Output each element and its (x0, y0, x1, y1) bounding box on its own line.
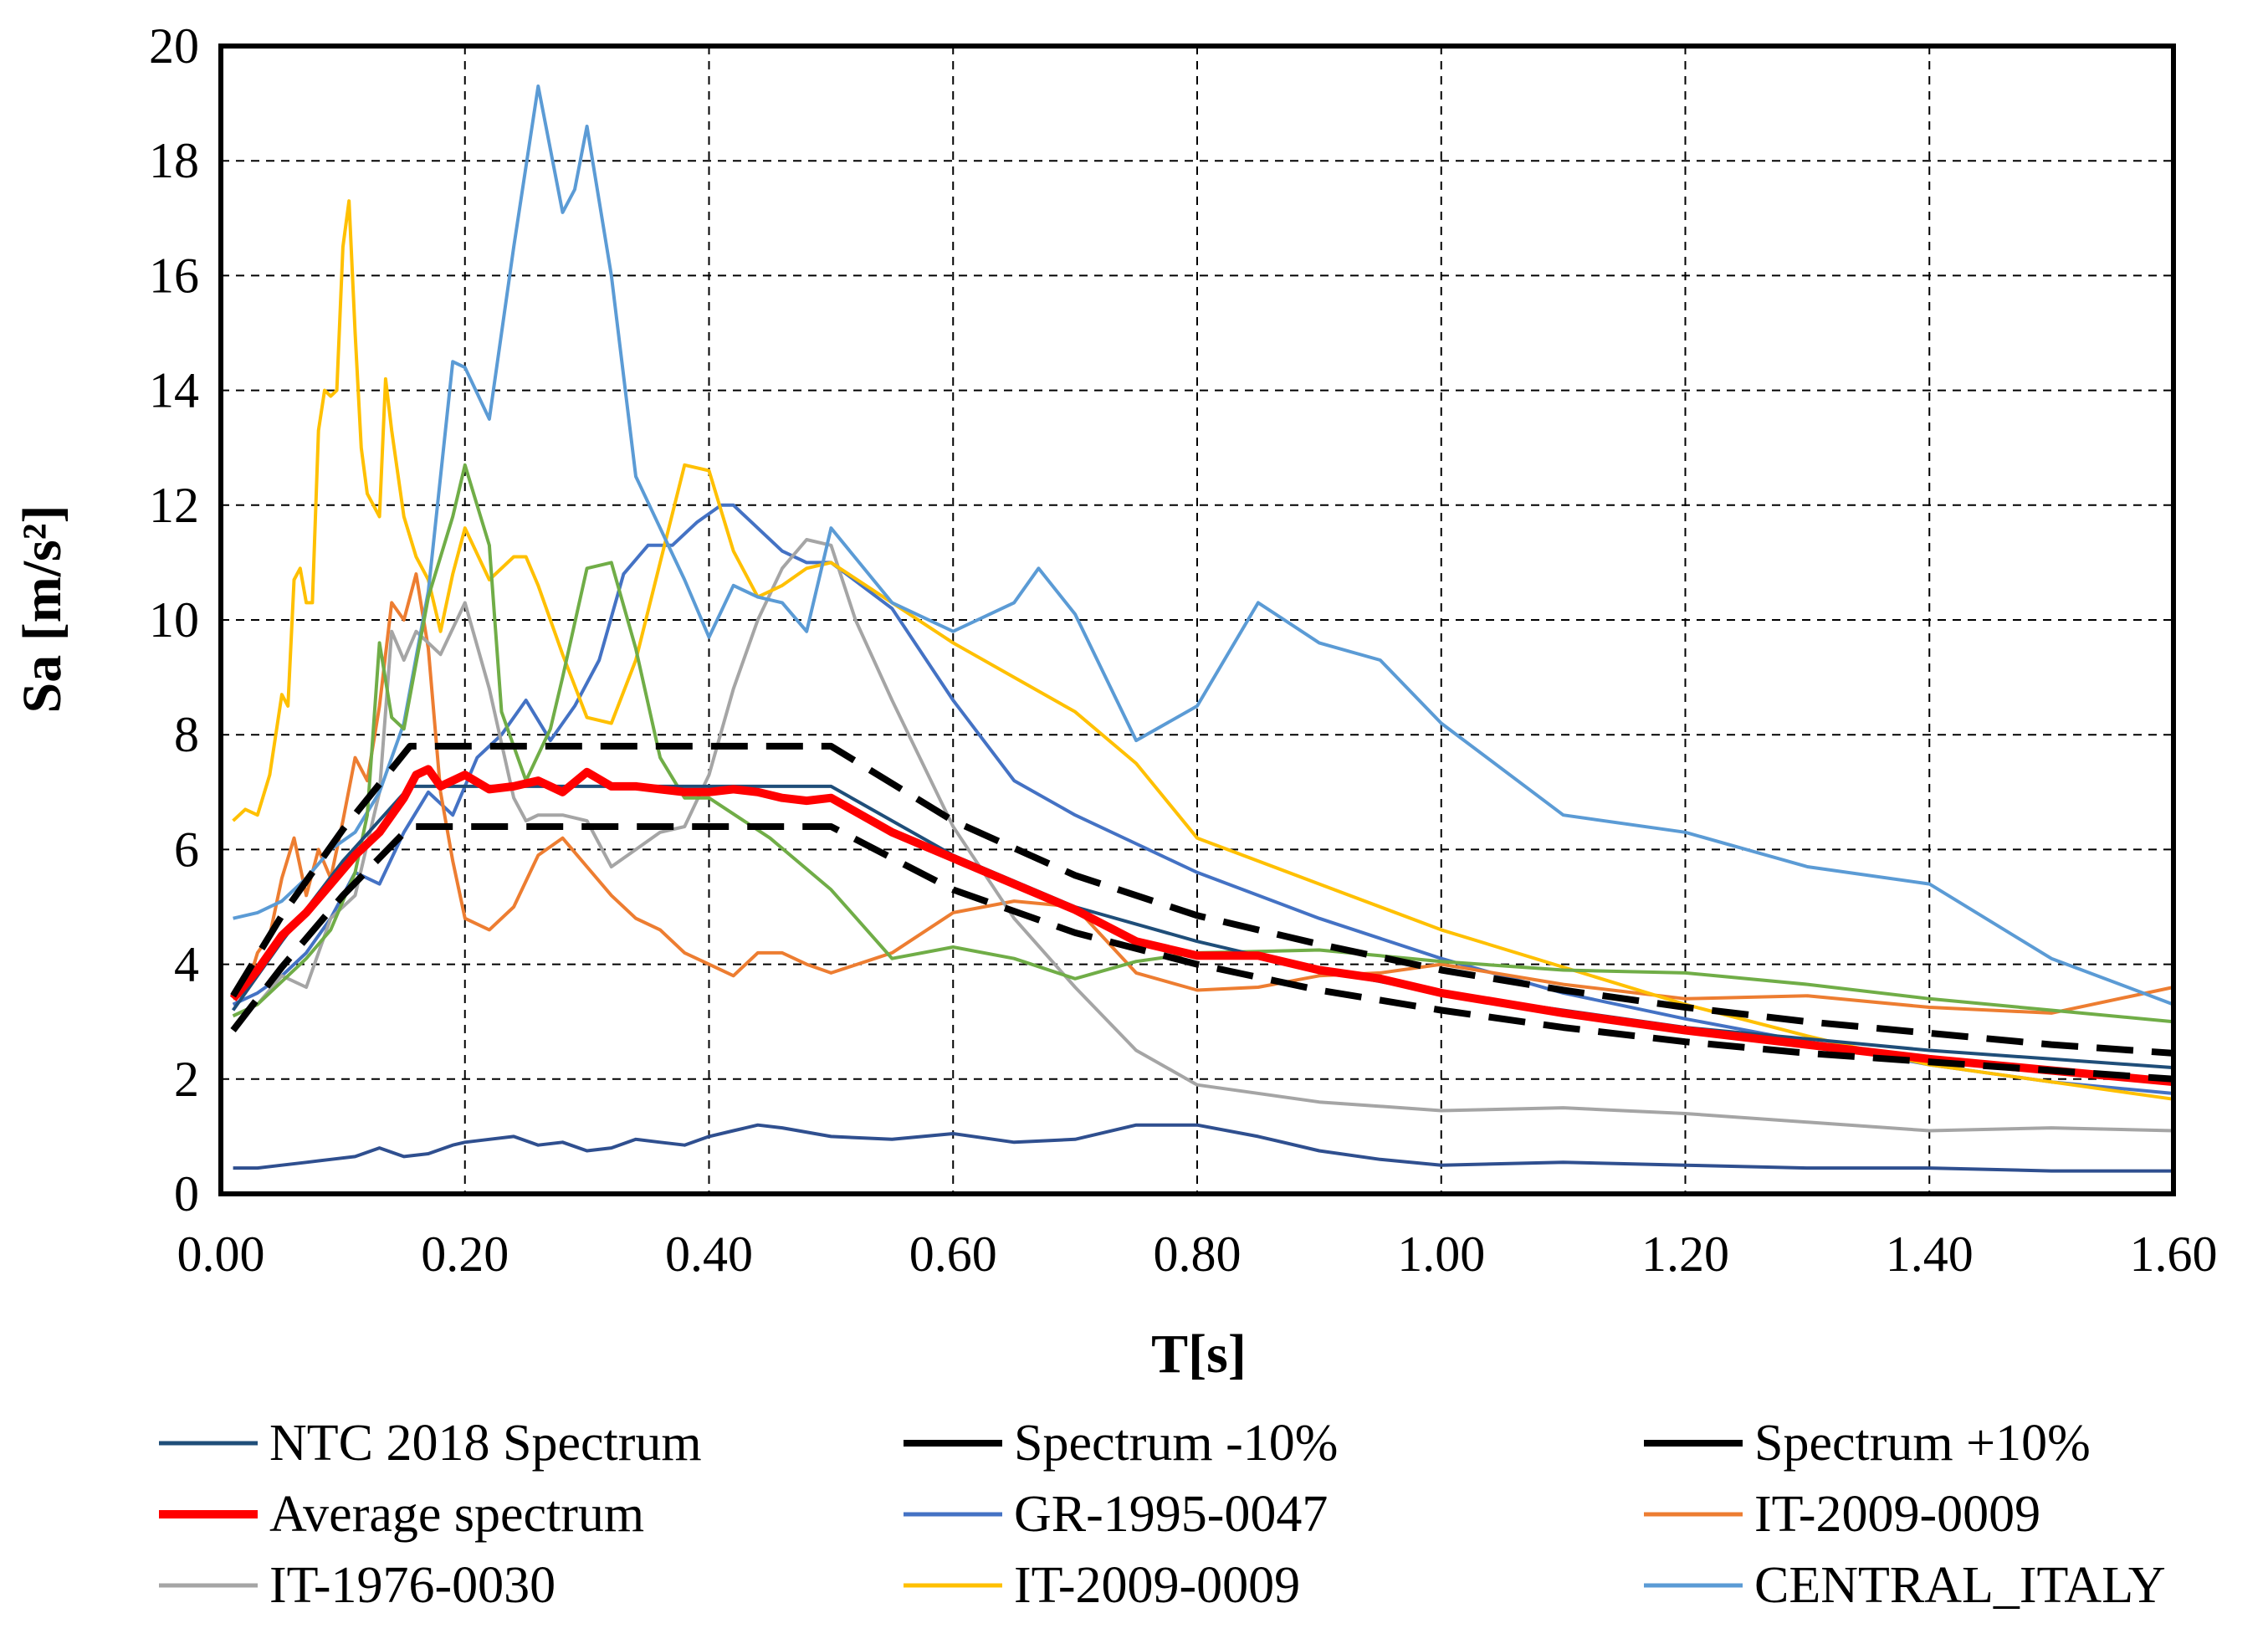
legend-label: NTC 2018 Spectrum (269, 1415, 702, 1472)
x-tick-label: 1.60 (2130, 1227, 2218, 1282)
y-tick-label: 12 (149, 478, 199, 533)
y-axis-ticks: 0 2 4 6 8 10 12 14 16 18 20 (149, 18, 199, 1221)
y-tick-label: 2 (174, 1052, 199, 1107)
series-line-it-2009-0009-5 (232, 572, 2174, 1015)
legend-entry: IT-2009-0009 (1644, 1486, 2040, 1543)
y-tick-label: 8 (174, 707, 199, 762)
plot-frame (218, 44, 2176, 1196)
legend-entry: IT-1976-0030 (159, 1557, 555, 1614)
y-tick-label: 4 (174, 937, 199, 992)
series-line-spectrum-10-2 (230, 742, 2174, 1057)
x-tick-label: 1.40 (1886, 1227, 1974, 1282)
legend-label: CENTRAL_ITALY (1754, 1557, 2166, 1614)
legend-entry: GR-1995-0047 (904, 1486, 1328, 1543)
x-tick-label: 0.80 (1154, 1227, 1242, 1282)
legend-entry: CENTRAL_ITALY (1644, 1557, 2166, 1614)
legend-entry: NTC 2018 Spectrum (159, 1415, 702, 1472)
y-tick-label: 18 (149, 133, 199, 188)
x-tick-label: 1.20 (1641, 1227, 1729, 1282)
x-tick-label: 0.00 (177, 1227, 265, 1282)
legend-entry: Average spectrum (159, 1486, 644, 1543)
legend-label: IT-2009-0009 (1014, 1557, 1300, 1614)
y-tick-label: 0 (174, 1166, 199, 1221)
y-axis-title: Sa [m/s²] (12, 505, 73, 714)
series-layer (229, 84, 2174, 1173)
x-tick-label: 1.00 (1397, 1227, 1485, 1282)
grid (221, 46, 2173, 1194)
x-axis-title: T[s] (1151, 1324, 1247, 1385)
legend-label: Average spectrum (269, 1486, 644, 1543)
x-axis-ticks: 0.00 0.20 0.40 0.60 0.80 1.00 1.20 1.40 1.60 (177, 1227, 2218, 1282)
legend: NTC 2018 Spectrum Spectrum -10% Spectrum +… (159, 1415, 2166, 1614)
series-line-it-1976-0030-6 (232, 538, 2174, 1133)
legend-label: Spectrum -10% (1014, 1415, 1338, 1472)
x-tick-label: 0.20 (421, 1227, 509, 1282)
y-tick-label: 20 (149, 18, 199, 74)
y-tick-label: 16 (149, 248, 199, 303)
x-tick-label: 0.60 (909, 1227, 997, 1282)
legend-label: GR-1995-0047 (1014, 1486, 1328, 1543)
series-line-central-italy-8 (233, 84, 2174, 1006)
series-line-extra-1 (233, 1123, 2173, 1173)
legend-entry: Spectrum +10% (1644, 1415, 2091, 1472)
series-line-spectrum-10-1 (230, 823, 2174, 1083)
y-tick-label: 10 (149, 592, 199, 648)
y-tick-label: 14 (149, 363, 199, 418)
legend-entry: Spectrum -10% (904, 1415, 1338, 1472)
legend-entry: IT-2009-0009 (904, 1557, 1300, 1614)
legend-label: Spectrum +10% (1754, 1415, 2091, 1472)
y-tick-label: 6 (174, 822, 199, 877)
series-line-gr-1995-0047-4 (232, 503, 2174, 1095)
legend-label: IT-1976-0030 (269, 1557, 555, 1614)
series-line-it-2009-0009-7 (232, 199, 2174, 1101)
series-line-average-spectrum-3 (229, 765, 2174, 1087)
legend-label: IT-2009-0009 (1754, 1486, 2040, 1543)
x-tick-label: 0.40 (665, 1227, 753, 1282)
